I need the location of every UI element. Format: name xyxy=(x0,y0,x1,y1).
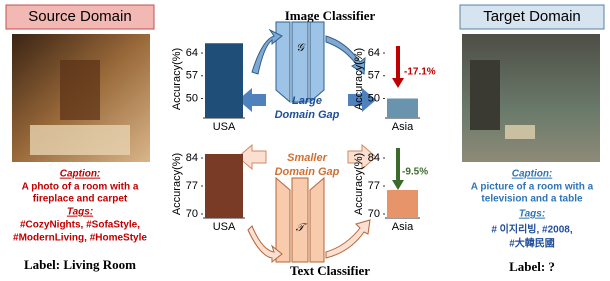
y-tick-label: 84 xyxy=(186,152,198,164)
encoder-block xyxy=(310,178,324,262)
target-header: Target Domain xyxy=(483,8,581,25)
gap-text: Domain Gap xyxy=(275,166,340,178)
caption-line: television and a table xyxy=(481,194,583,205)
y-tick-label: 77 xyxy=(186,180,198,192)
x-tick-label: USA xyxy=(213,221,236,233)
y-tick-label: 84 xyxy=(368,152,380,164)
source-label: Label: Living Room xyxy=(24,257,136,272)
x-tick-label: Asia xyxy=(392,221,414,233)
y-tick-label: 70 xyxy=(186,208,198,220)
y-tick-label: 50 xyxy=(186,92,198,104)
y-axis-label: Accuracy(%) xyxy=(171,48,183,110)
table xyxy=(505,125,535,139)
tags-line: #大韓民國 xyxy=(509,237,555,250)
sofa xyxy=(30,125,130,155)
text-classifier-title: Text Classifier xyxy=(290,263,370,278)
caption-label: Caption: xyxy=(512,169,553,180)
gap-text: Domain Gap xyxy=(275,109,340,121)
tags-line: # 이지리빙, #2008, xyxy=(491,223,573,236)
y-tick-label: 70 xyxy=(368,208,380,220)
image-classifier-title: Image Classifier xyxy=(285,8,376,23)
bar xyxy=(205,43,243,118)
gap-text: Smaller xyxy=(287,152,327,164)
tags-line: #CozyNights, #SofaStyle, xyxy=(20,220,140,231)
caption-line: A photo of a room with a xyxy=(22,182,139,193)
y-tick-label: 50 xyxy=(368,92,380,104)
target-label: Label: ? xyxy=(509,259,555,274)
y-axis-label: Accuracy(%) xyxy=(353,153,365,215)
fireplace xyxy=(60,60,100,120)
caption-line: A picture of a room with a xyxy=(471,182,594,193)
y-axis-label: Accuracy(%) xyxy=(353,48,365,110)
tags-label: Tags: xyxy=(519,209,545,220)
bar xyxy=(387,190,418,218)
drop-annotation: -9.5% xyxy=(402,167,428,178)
caption-label: Caption: xyxy=(60,169,101,180)
encoder-block xyxy=(310,22,324,102)
encoder-block xyxy=(292,178,308,262)
x-tick-label: USA xyxy=(213,121,236,133)
bar xyxy=(205,154,243,218)
drop-annotation: -17.1% xyxy=(404,67,436,78)
x-tick-label: Asia xyxy=(392,121,414,133)
door xyxy=(470,60,500,130)
figure: Source Domain Caption: A photo of a room… xyxy=(0,0,610,281)
y-tick-label: 64 xyxy=(368,47,380,59)
encoder-block xyxy=(276,178,290,262)
encoder-block xyxy=(292,22,308,102)
y-tick-label: 57 xyxy=(368,70,380,82)
tags-line: #ModernLiving, #HomeStyle xyxy=(13,233,147,244)
gap-text: Large xyxy=(292,95,322,107)
tags-label: Tags: xyxy=(67,207,93,218)
caption-line: fireplace and carpet xyxy=(33,194,128,205)
drop-arrow-head xyxy=(392,180,404,190)
flow-arrow xyxy=(326,220,370,258)
drop-arrow-head xyxy=(392,78,404,88)
y-tick-label: 77 xyxy=(368,180,380,192)
y-axis-label: Accuracy(%) xyxy=(171,153,183,215)
source-header: Source Domain xyxy=(28,8,131,25)
y-tick-label: 57 xyxy=(186,70,198,82)
y-tick-label: 64 xyxy=(186,47,198,59)
bar xyxy=(387,99,418,119)
